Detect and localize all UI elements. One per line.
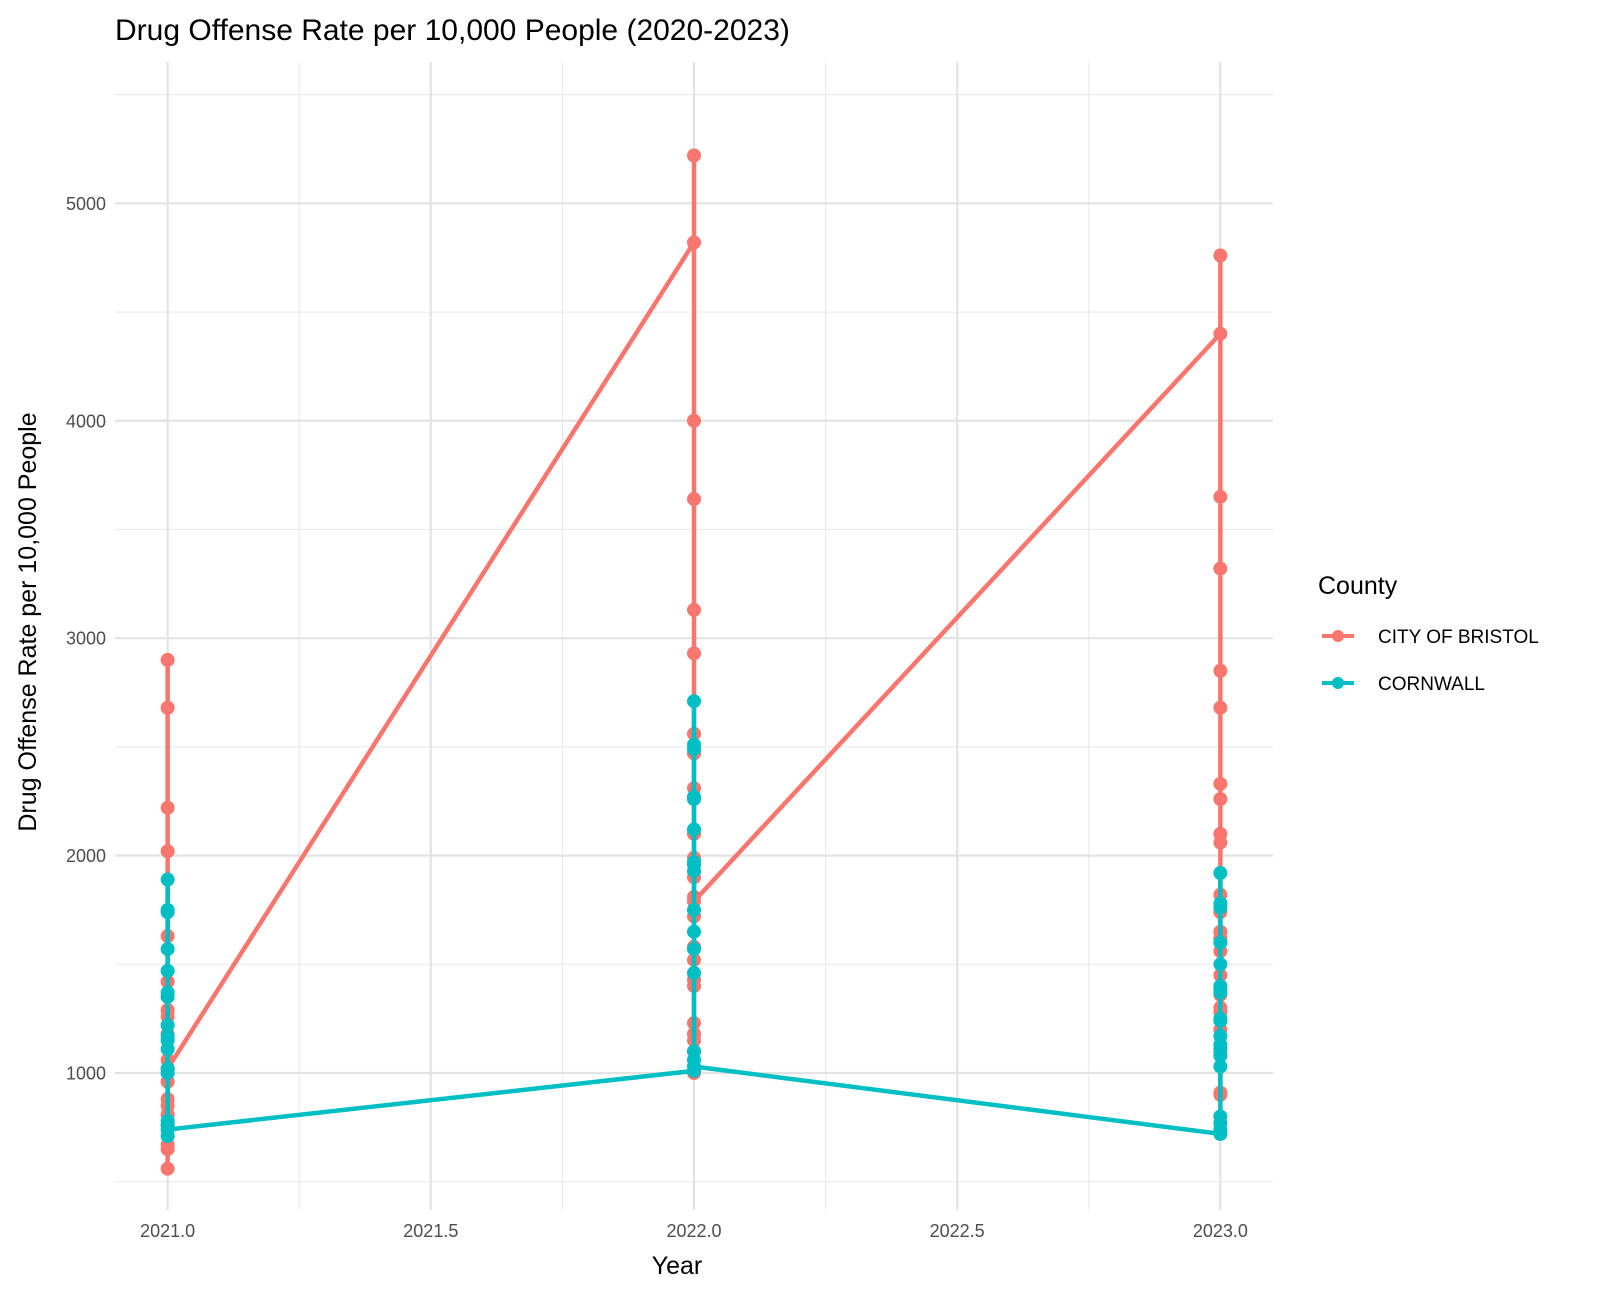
data-point — [687, 792, 701, 807]
data-point — [1213, 1126, 1228, 1141]
data-point — [160, 905, 175, 920]
x-tick-label: 2021.0 — [140, 1221, 195, 1241]
data-point — [1213, 489, 1228, 504]
data-point — [687, 602, 701, 617]
series-cornwall — [160, 694, 1228, 1144]
data-point — [1213, 776, 1228, 791]
data-point — [1213, 1048, 1228, 1063]
legend-label: CORNWALL — [1378, 674, 1485, 695]
data-point — [687, 924, 701, 939]
data-point — [1213, 561, 1228, 576]
data-point — [1213, 663, 1228, 678]
data-point — [1213, 957, 1228, 972]
y-tick-label: 5000 — [66, 194, 106, 214]
legend-item-cornwall: CORNWALL — [1322, 674, 1485, 695]
x-tick-label: 2023.0 — [1193, 1221, 1248, 1241]
data-point — [1213, 865, 1228, 880]
data-point — [1213, 935, 1228, 950]
data-point — [160, 1018, 175, 1033]
y-tick-label: 4000 — [66, 411, 106, 431]
x-tick-label: 2022.0 — [666, 1221, 721, 1241]
legend-title: County — [1318, 572, 1398, 600]
data-point — [160, 1042, 175, 1057]
data-point — [687, 822, 701, 837]
data-point — [160, 1142, 175, 1157]
data-point — [687, 413, 701, 428]
legend-key-point — [1332, 677, 1344, 689]
data-point — [160, 1122, 175, 1137]
y-axis-title: Drug Offense Rate per 10,000 People — [14, 412, 42, 831]
data-point — [1213, 700, 1228, 715]
data-point — [160, 700, 175, 715]
data-point — [160, 989, 175, 1004]
data-point — [687, 966, 701, 981]
data-point — [160, 1066, 175, 1081]
data-point — [687, 902, 701, 917]
legend: County CITY OF BRISTOL CORNWALL — [1318, 572, 1539, 695]
data-point — [160, 652, 175, 667]
data-point — [1213, 900, 1228, 915]
axis-labels: 1000 2000 3000 4000 5000 2021.0 2021.5 2022.0 20… — [66, 194, 1248, 1241]
data-point — [687, 646, 701, 661]
x-tick-label: 2021.5 — [403, 1221, 458, 1241]
legend-item-city-of-bristol: CITY OF BRISTOL — [1322, 627, 1539, 648]
data-point — [160, 1161, 175, 1176]
data-point — [160, 844, 175, 859]
data-point — [160, 942, 175, 957]
data-point — [1213, 985, 1228, 1000]
data-point — [687, 1059, 701, 1074]
x-axis-title: Year — [652, 1252, 703, 1280]
data-point — [687, 148, 701, 163]
legend-label: CITY OF BRISTOL — [1378, 627, 1539, 648]
legend-key-point — [1332, 630, 1344, 642]
chart-title: Drug Offense Rate per 10,000 People (202… — [115, 14, 790, 47]
data-point — [687, 694, 701, 709]
y-tick-label: 1000 — [66, 1064, 106, 1084]
data-point — [1213, 248, 1228, 263]
x-tick-label: 2022.5 — [930, 1221, 985, 1241]
y-tick-label: 3000 — [66, 629, 106, 649]
data-point — [687, 942, 701, 957]
y-tick-label: 2000 — [66, 846, 106, 866]
data-point — [687, 492, 701, 507]
data-point — [687, 742, 701, 757]
data-point — [1213, 326, 1228, 341]
data-point — [1213, 792, 1228, 807]
data-point — [160, 800, 175, 815]
data-point — [1213, 835, 1228, 850]
data-point — [1213, 1013, 1228, 1028]
data-point — [160, 872, 175, 887]
series-layer — [160, 148, 1228, 1176]
data-point — [1213, 1059, 1228, 1074]
data-point — [160, 963, 175, 978]
data-point — [687, 235, 701, 250]
data-point — [687, 863, 701, 878]
